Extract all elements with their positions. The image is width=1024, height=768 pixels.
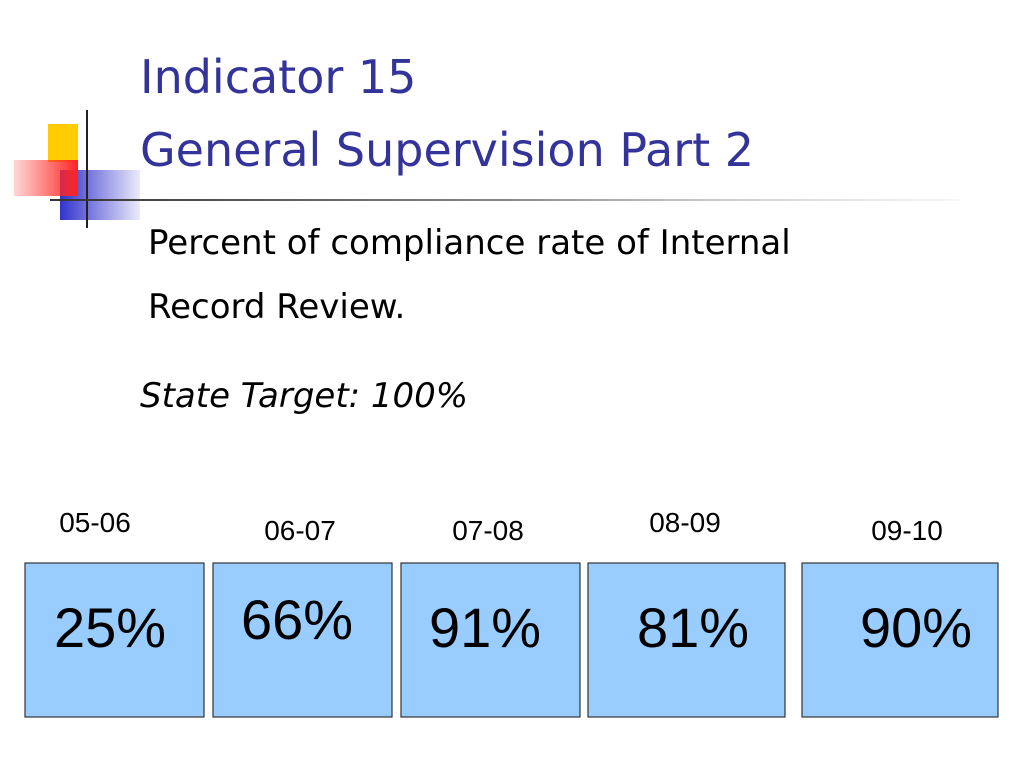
description-line: Record Review.	[148, 287, 405, 327]
state-target: State Target: 100%	[140, 376, 468, 416]
title-line: General Supervision Part 2	[140, 123, 754, 177]
period-label: 07-08	[452, 515, 524, 546]
value-label: 91%	[429, 596, 541, 659]
value-box	[801, 562, 999, 718]
period-label: 05-06	[59, 507, 131, 538]
title-line: Indicator 15	[140, 50, 416, 104]
description-line: Percent of compliance rate of Internal	[148, 223, 791, 263]
value-label: 81%	[637, 596, 749, 659]
period-label: 09-10	[871, 515, 943, 546]
value-box	[212, 562, 393, 718]
value-box	[400, 562, 581, 718]
value-box	[587, 562, 786, 718]
value-box	[24, 562, 205, 718]
value-label: 90%	[860, 596, 972, 659]
value-label: 25%	[54, 596, 166, 659]
decoration	[14, 110, 960, 228]
period-label: 08-09	[649, 507, 721, 538]
period-label: 06-07	[264, 515, 336, 546]
boxes: 05-06 25% 06-07 66% 07-08 91% 08-09 81% 09-10 90%	[24, 507, 999, 718]
value-label: 66%	[241, 588, 353, 651]
